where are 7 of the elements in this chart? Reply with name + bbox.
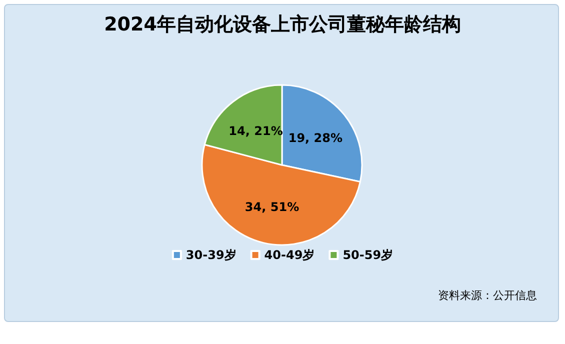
legend-label: 30-39岁 bbox=[186, 248, 236, 262]
data-label: 34, 51% bbox=[244, 200, 300, 214]
chart-title: 2024年自动化设备上市公司董秘年龄结构 bbox=[104, 14, 461, 36]
legend-label: 40-49岁 bbox=[264, 248, 315, 262]
data-label: 19, 28% bbox=[288, 130, 343, 145]
legend-label: 50-59岁 bbox=[342, 248, 394, 262]
text: 资料来源：公开信息 bbox=[438, 289, 537, 302]
